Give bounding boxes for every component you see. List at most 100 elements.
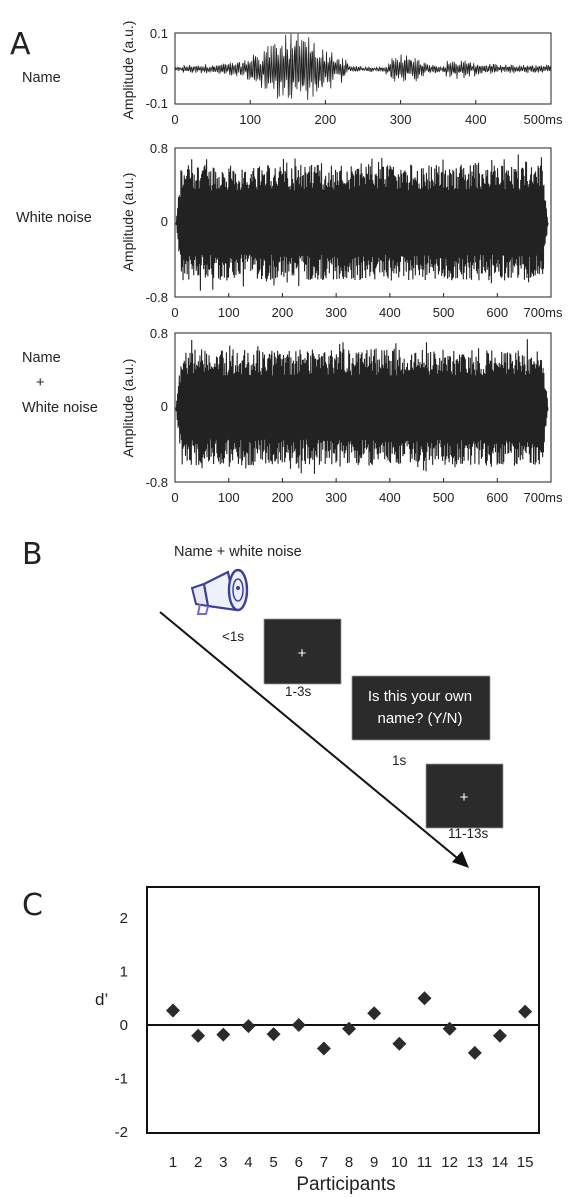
question-line-2: name? (Y/N) (377, 710, 462, 727)
dprime-point (467, 1045, 482, 1060)
xtick-label: 500ms (523, 112, 563, 127)
dprime-xtick-label: 12 (441, 1154, 458, 1171)
dprime-point (266, 1027, 281, 1042)
dprime-point (291, 1018, 306, 1032)
dprime-point (166, 1003, 180, 1018)
row3-ylabel: Amplitude (a.u.) (120, 359, 136, 458)
timing-fixation2: 11-13s (448, 826, 489, 841)
dprime-xticks: 1 2 3 4 5 6 7 8 9 10 11 12 13 14 15 (169, 1154, 534, 1171)
dprime-ytick-label: 1 (120, 964, 128, 981)
row1-ytick-top: 0.1 (150, 26, 168, 41)
fixation-cross-1: + (298, 645, 307, 662)
row3-ytick-top: 0.8 (150, 326, 168, 341)
xtick-label: 0 (171, 112, 178, 127)
row2-label: White noise (16, 210, 92, 226)
dprime-xtick-label: 2 (194, 1154, 202, 1171)
row2-xticks: 0 100 200 300 400 500 600 700ms (171, 293, 563, 320)
dprime-point (518, 1004, 533, 1019)
dprime-plot-frame (146, 886, 540, 1134)
dprime-xtick-label: 14 (492, 1154, 509, 1171)
dprime-point (191, 1028, 206, 1043)
xtick-label: 700ms (523, 305, 563, 320)
speaker-icon (190, 568, 249, 615)
xtick-label: 200 (315, 112, 337, 127)
xtick-label: 400 (379, 490, 401, 505)
row3-label-line2: + (36, 375, 44, 391)
row3-plot-frame (174, 332, 552, 483)
dprime-ytick-label: -2 (115, 1124, 128, 1141)
xtick-label: 200 (272, 490, 294, 505)
xtick-label: 700ms (523, 490, 563, 505)
row1-yticks: 0.1 0 -0.1 (146, 26, 168, 111)
dprime-xtick-label: 4 (244, 1154, 252, 1171)
xtick-label: 100 (218, 305, 240, 320)
xtick-label: 500 (433, 305, 455, 320)
dprime-ylabel: d’ (95, 990, 108, 1009)
row3-yticks: 0.8 0 -0.8 (146, 326, 168, 490)
row1-ylabel: Amplitude (a.u.) (120, 21, 136, 120)
panel-b-letter: B (22, 537, 43, 572)
xtick-label: 300 (390, 112, 412, 127)
xtick-label: 0 (171, 305, 178, 320)
dprime-point (367, 1006, 382, 1021)
question-line-1: Is this your own (368, 688, 472, 705)
dprime-point (417, 991, 432, 1006)
dprime-xtick-label: 8 (345, 1154, 353, 1171)
row3-ytick-mid: 0 (161, 399, 168, 414)
dprime-xtick-label: 3 (219, 1154, 227, 1171)
row1-ytick-bottom: -0.1 (146, 96, 168, 111)
xtick-label: 500 (433, 490, 455, 505)
time-arrow-head (452, 851, 469, 868)
dprime-xtick-label: 5 (269, 1154, 277, 1171)
dprime-xtick-label: 13 (466, 1154, 483, 1171)
row2-yticks: 0.8 0 -0.8 (146, 141, 168, 305)
xtick-label: 600 (486, 305, 508, 320)
timing-sound: <1s (222, 629, 244, 644)
question-box (351, 675, 491, 741)
dprime-point (492, 1028, 507, 1043)
row3-waveform (175, 339, 549, 474)
xtick-label: 200 (272, 305, 294, 320)
dprime-xtick-label: 15 (517, 1154, 534, 1171)
row3-xticks: 0 100 200 300 400 500 600 700ms (171, 478, 563, 505)
row3-ytick-bottom: -0.8 (146, 475, 168, 490)
row1-label: Name (22, 70, 61, 86)
fixation-box-1 (263, 618, 342, 685)
row2-ytick-mid: 0 (161, 214, 168, 229)
row1-xticks: 0 100 200 300 400 500ms (171, 100, 563, 127)
dprime-ytick-label: 2 (120, 910, 128, 927)
panel-a-letter: A (10, 27, 31, 62)
row1-ytick-mid: 0 (161, 62, 168, 77)
row2-waveform (175, 154, 549, 291)
xtick-label: 300 (325, 305, 347, 320)
xtick-label: 400 (379, 305, 401, 320)
dprime-xlabel: Participants (296, 1174, 395, 1195)
dprime-point (216, 1027, 231, 1042)
dprime-xtick-label: 1 (169, 1154, 177, 1171)
row2-plot-frame (174, 147, 552, 298)
dprime-xtick-label: 6 (295, 1154, 303, 1171)
dprime-point (342, 1021, 357, 1036)
dprime-xtick-label: 11 (417, 1154, 433, 1171)
row2-ytick-top: 0.8 (150, 141, 168, 156)
xtick-label: 100 (239, 112, 261, 127)
xtick-label: 100 (218, 490, 240, 505)
dprime-point (392, 1036, 407, 1051)
panel-c-letter: C (22, 888, 43, 923)
xtick-label: 300 (325, 490, 347, 505)
timing-question: 1s (392, 753, 407, 768)
dprime-yticks: -2 -1 0 1 2 (115, 910, 128, 1141)
xtick-label: 0 (171, 490, 178, 505)
dprime-xtick-label: 10 (391, 1154, 408, 1171)
fixation-box-2 (425, 763, 504, 829)
row2-ytick-bottom: -0.8 (146, 290, 168, 305)
time-arrow-line (159, 611, 463, 863)
dprime-point (316, 1041, 331, 1056)
dprime-point (241, 1019, 256, 1034)
xtick-label: 400 (465, 112, 487, 127)
row3-label-line1: Name (22, 350, 61, 366)
row3-label-line3: White noise (22, 400, 98, 416)
timing-fixation1: 1-3s (285, 684, 312, 699)
dprime-xtick-label: 7 (320, 1154, 328, 1171)
